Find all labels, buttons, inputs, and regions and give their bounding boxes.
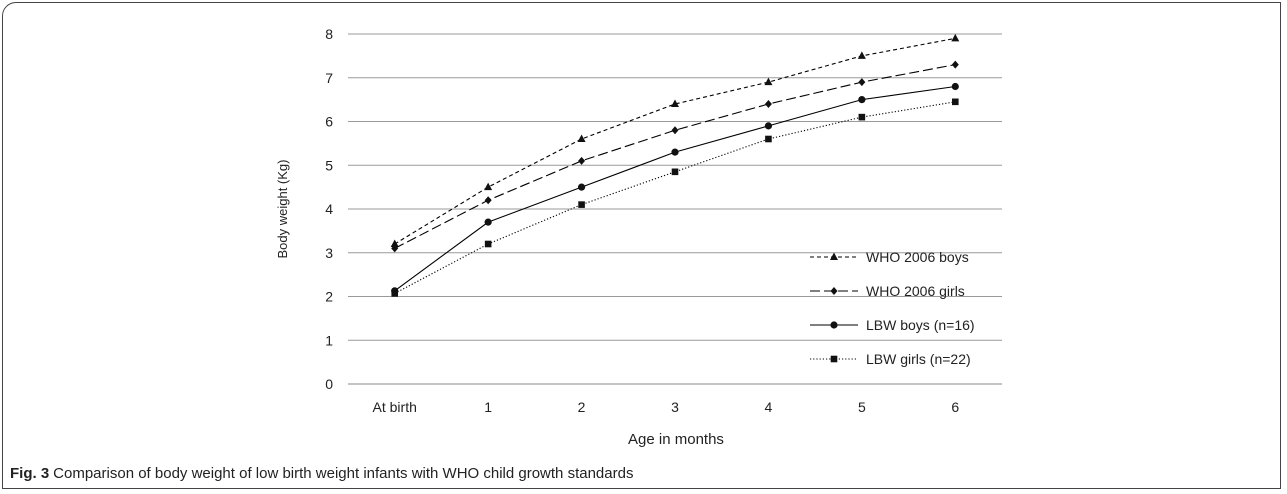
- x-axis-title: Age in months: [628, 431, 724, 448]
- figure-caption: Fig. 3 Comparison of body weight of low b…: [10, 465, 633, 482]
- series-line-1: [394, 64, 956, 249]
- x-tick-4: 4: [765, 399, 773, 415]
- x-tick-3: 3: [671, 399, 679, 415]
- x-tick-0: At birth: [373, 399, 417, 415]
- legend-item-1: WHO 2006 girls: [810, 283, 965, 299]
- y-tick-3: 3: [325, 245, 333, 261]
- y-tick-1: 1: [325, 332, 333, 348]
- y-tick-5: 5: [325, 157, 333, 173]
- y-tick-7: 7: [325, 70, 333, 86]
- legend-item-0: WHO 2006 boys: [810, 249, 969, 265]
- point-1-1: [484, 196, 492, 205]
- legend-marker-0: [830, 252, 838, 260]
- point-0-1: [484, 182, 493, 191]
- point-0-6: [951, 33, 960, 42]
- point-3-3: [671, 168, 679, 176]
- point-3-6: [951, 98, 959, 106]
- point-1-2: [578, 156, 586, 165]
- legend-item-2: LBW boys (n=16): [810, 317, 975, 333]
- point-3-5: [858, 113, 866, 121]
- point-2-1: [484, 218, 492, 226]
- legend-item-3: LBW girls (n=22): [810, 351, 971, 367]
- y-tick-6: 6: [325, 114, 333, 130]
- figure-caption-label: Fig. 3: [10, 465, 50, 482]
- series-3: [391, 98, 959, 297]
- x-tick-2: 2: [578, 399, 586, 415]
- y-tick-4: 4: [325, 201, 333, 217]
- point-2-2: [577, 183, 586, 191]
- legend: WHO 2006 boys WHO 2006 girls LBW boys (n=1…: [810, 249, 975, 367]
- point-3-1: [484, 240, 492, 248]
- legend-label-2: LBW boys (n=16): [866, 317, 975, 333]
- y-axis-title: Body weight (Kg): [275, 160, 290, 259]
- point-3-2: [578, 201, 585, 208]
- point-0-4: [764, 77, 773, 86]
- point-2-5: [858, 96, 866, 104]
- point-0-5: [857, 51, 866, 59]
- series-0: [390, 33, 960, 247]
- point-1-6: [951, 60, 959, 69]
- point-3-0: [391, 290, 399, 297]
- point-1-3: [671, 126, 679, 135]
- y-tick-0: 0: [325, 376, 333, 392]
- figure-caption-text: Comparison of body weight of low birth w…: [53, 465, 634, 482]
- x-tick-5: 5: [858, 399, 866, 415]
- legend-label-1: WHO 2006 girls: [866, 283, 965, 299]
- y-tick-labels: 0 1 2 3 4 5 6 7 8: [325, 26, 333, 392]
- legend-label-3: LBW girls (n=22): [866, 351, 971, 367]
- series-group: [390, 33, 960, 297]
- point-2-6: [951, 82, 959, 91]
- series-line-0: [394, 37, 956, 245]
- y-tick-2: 2: [325, 289, 333, 305]
- point-1-0: [391, 244, 399, 253]
- legend-marker-2: [830, 321, 838, 329]
- legend-marker-1: [830, 287, 838, 295]
- series-1: [391, 60, 959, 253]
- point-1-5: [858, 78, 866, 87]
- y-tick-8: 8: [325, 26, 333, 42]
- point-0-0: [390, 239, 399, 247]
- point-1-4: [764, 100, 772, 108]
- point-3-4: [765, 135, 772, 143]
- point-0-3: [671, 99, 679, 107]
- point-2-4: [764, 122, 773, 130]
- x-tick-labels: At birth 1 2 3 4 5 6: [373, 399, 960, 415]
- series-2: [391, 82, 959, 295]
- figure-frame: [2, 2, 1281, 489]
- legend-label-0: WHO 2006 boys: [866, 249, 969, 265]
- legend-marker-3: [830, 355, 838, 363]
- x-tick-6: 6: [951, 399, 959, 415]
- point-2-3: [671, 148, 679, 156]
- point-0-2: [577, 134, 586, 142]
- x-tick-1: 1: [484, 399, 492, 415]
- grid-lines: [348, 33, 1002, 385]
